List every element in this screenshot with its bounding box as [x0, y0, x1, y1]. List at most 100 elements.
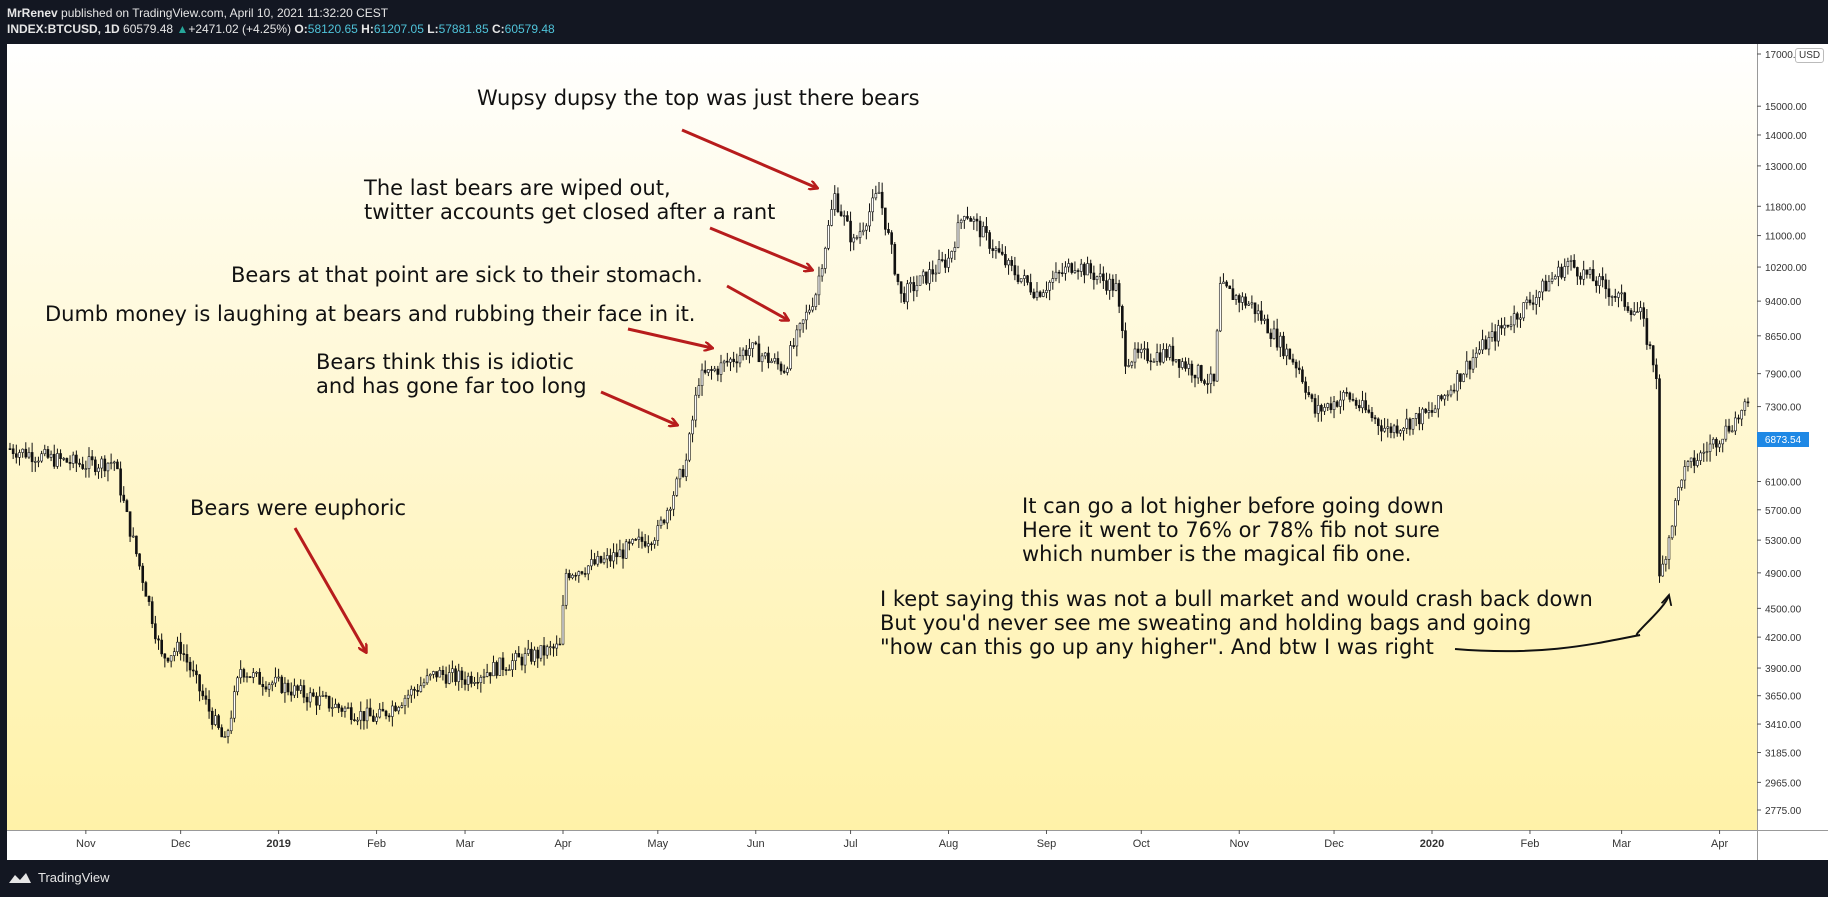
candle-body: [1301, 369, 1304, 383]
candle: [46, 445, 50, 460]
candle: [972, 216, 976, 230]
candle: [1613, 288, 1617, 303]
symbol-name[interactable]: INDEX:BTCUSD, 1D: [7, 22, 120, 36]
candle: [147, 595, 151, 606]
candle-body: [1506, 324, 1510, 327]
candle: [504, 666, 508, 676]
publish-text: published on TradingView.com, April 10, …: [61, 6, 389, 20]
candle: [1740, 409, 1743, 427]
candle-body: [11, 448, 15, 455]
price-tick-label: 11800.00: [1765, 202, 1806, 213]
candle-body: [397, 707, 400, 712]
candle-body: [106, 462, 110, 472]
candle: [498, 657, 502, 676]
candle-body: [1127, 365, 1130, 367]
candle: [887, 222, 890, 235]
candle-body: [1079, 263, 1083, 272]
candle: [937, 249, 941, 274]
candle: [1190, 360, 1194, 383]
candle-body: [1740, 410, 1743, 420]
candle: [852, 233, 856, 251]
candle: [1361, 390, 1364, 414]
price-tick-label: 14000.00: [1765, 131, 1807, 142]
candle: [327, 695, 331, 712]
candle: [1405, 408, 1409, 435]
candle-body: [994, 248, 998, 251]
candle: [242, 667, 246, 683]
candle-body: [669, 508, 672, 511]
candle-body: [1680, 479, 1683, 488]
candle: [1490, 322, 1494, 342]
candle-body: [969, 217, 972, 222]
candle-body: [214, 715, 217, 725]
candle: [507, 664, 511, 671]
time-tick-label: Feb: [1520, 838, 1539, 850]
candle: [1674, 498, 1677, 536]
candle-body: [1734, 417, 1737, 432]
candle-body: [30, 452, 34, 463]
candle-body: [1418, 413, 1421, 425]
candle: [849, 211, 852, 252]
candle: [732, 351, 735, 368]
price-tick-label: 15000.00: [1765, 102, 1807, 113]
time-tick-label: Mar: [456, 838, 475, 850]
candle-body: [489, 672, 492, 677]
candle: [966, 206, 969, 220]
candle-body: [868, 211, 871, 227]
candle-body: [375, 716, 378, 722]
candle-body: [953, 247, 957, 252]
candle-body: [1282, 335, 1285, 357]
candle: [112, 460, 116, 471]
candle: [726, 352, 729, 367]
candle-body: [877, 191, 881, 194]
candle-body: [1449, 389, 1453, 396]
candle: [1171, 337, 1175, 366]
candle-body: [523, 653, 527, 666]
candle-body: [1632, 311, 1636, 315]
candle-body: [138, 553, 141, 567]
candle-body: [195, 670, 198, 676]
tradingview-brand[interactable]: TradingView: [8, 870, 110, 885]
candle: [30, 442, 34, 473]
candle: [1247, 300, 1251, 306]
candle-body: [1275, 328, 1279, 348]
author-name[interactable]: MrRenev: [7, 6, 58, 20]
currency-badge[interactable]: USD: [1795, 48, 1825, 63]
candle-body: [1623, 292, 1627, 307]
candle-body: [1411, 418, 1415, 430]
candle: [8, 442, 12, 450]
candle: [1127, 358, 1130, 368]
time-tick-label: Nov: [76, 838, 96, 850]
candle: [773, 353, 777, 364]
candle-body: [1190, 363, 1194, 376]
candle: [1282, 331, 1285, 360]
candle: [1667, 535, 1671, 570]
left-border: [0, 44, 7, 860]
candle: [1316, 395, 1320, 422]
candle: [21, 448, 24, 458]
candle-body: [1272, 328, 1276, 339]
candle: [526, 639, 530, 656]
candle-body: [940, 259, 944, 261]
candle: [1677, 486, 1680, 506]
candle: [1746, 397, 1750, 407]
candle: [470, 671, 473, 688]
plot-area[interactable]: [7, 44, 1757, 830]
candle-body: [1544, 280, 1548, 292]
candle: [672, 491, 675, 517]
candle-body: [394, 705, 397, 712]
candle: [334, 698, 337, 709]
candle: [561, 595, 565, 646]
candle: [1506, 324, 1510, 329]
candle-body: [495, 662, 498, 676]
candle-body: [1601, 276, 1604, 281]
candle: [1285, 343, 1288, 366]
candle: [24, 442, 28, 459]
candle: [1231, 279, 1235, 300]
candle: [1598, 273, 1601, 294]
candle: [270, 680, 274, 692]
candle-body: [1228, 285, 1232, 289]
candle: [356, 716, 359, 726]
candle-body: [1730, 430, 1734, 433]
time-axis[interactable]: [7, 830, 1757, 861]
